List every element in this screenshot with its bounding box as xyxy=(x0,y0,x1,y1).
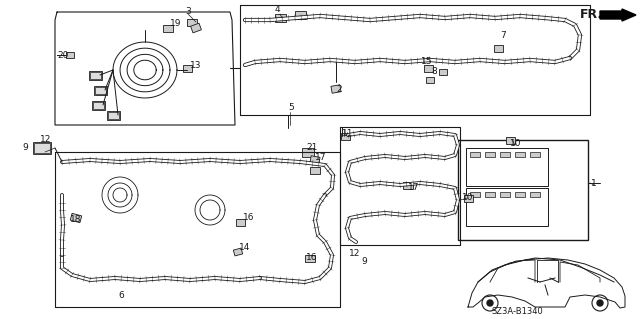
Text: 9: 9 xyxy=(22,144,28,152)
Text: SZ3A-B1340: SZ3A-B1340 xyxy=(492,308,544,316)
Bar xyxy=(108,112,118,118)
Bar xyxy=(470,152,480,157)
Bar xyxy=(187,19,197,26)
Text: 11: 11 xyxy=(342,130,353,138)
Text: 13: 13 xyxy=(190,62,202,70)
Bar xyxy=(500,152,510,157)
Bar xyxy=(234,248,243,256)
Text: 1: 1 xyxy=(591,179,596,188)
Bar xyxy=(463,195,472,202)
Text: 16: 16 xyxy=(306,254,317,263)
Text: 12: 12 xyxy=(40,136,51,145)
Bar xyxy=(90,71,100,78)
Bar xyxy=(530,192,540,197)
Bar xyxy=(310,167,320,174)
Text: 3: 3 xyxy=(185,8,191,17)
Circle shape xyxy=(487,300,493,306)
Text: 15: 15 xyxy=(421,57,433,66)
Bar xyxy=(33,142,51,154)
Bar xyxy=(530,152,540,157)
Bar xyxy=(88,70,102,79)
Bar xyxy=(66,52,74,58)
Text: 19: 19 xyxy=(170,19,182,27)
Bar xyxy=(70,213,82,223)
Bar xyxy=(470,192,480,197)
Text: 9: 9 xyxy=(361,257,367,266)
Bar xyxy=(191,23,202,33)
Text: 21: 21 xyxy=(306,144,317,152)
Bar xyxy=(331,85,341,93)
Text: 17: 17 xyxy=(315,153,326,162)
Text: 10: 10 xyxy=(510,138,522,147)
Text: 16: 16 xyxy=(243,213,255,222)
Bar xyxy=(466,188,548,226)
Bar xyxy=(500,192,510,197)
Text: 10: 10 xyxy=(462,194,474,203)
Bar xyxy=(294,11,305,19)
Bar xyxy=(485,152,495,157)
Bar xyxy=(93,101,104,108)
Bar xyxy=(506,137,515,144)
Bar xyxy=(439,69,447,75)
Bar xyxy=(515,152,525,157)
Bar xyxy=(236,219,244,226)
Bar xyxy=(403,182,413,189)
Bar xyxy=(93,85,106,94)
Bar xyxy=(163,25,173,32)
Bar xyxy=(493,44,502,51)
Text: 7: 7 xyxy=(500,31,506,40)
Bar xyxy=(515,192,525,197)
Bar xyxy=(424,64,433,71)
Bar xyxy=(95,86,106,93)
Text: 17: 17 xyxy=(408,183,419,192)
Bar xyxy=(92,100,104,109)
Text: 18: 18 xyxy=(70,216,81,225)
Bar xyxy=(458,140,588,240)
Bar xyxy=(485,192,495,197)
Circle shape xyxy=(597,300,603,306)
Bar xyxy=(302,147,314,157)
Bar xyxy=(305,255,315,262)
Bar xyxy=(310,156,320,164)
Polygon shape xyxy=(468,258,625,308)
FancyArrow shape xyxy=(600,9,636,21)
Text: 4: 4 xyxy=(275,5,280,14)
Bar xyxy=(182,64,191,71)
Bar xyxy=(340,132,349,139)
Bar xyxy=(34,143,50,153)
Text: FR.: FR. xyxy=(580,9,603,21)
Bar xyxy=(106,110,120,120)
Text: 5: 5 xyxy=(288,103,294,113)
Bar xyxy=(426,77,434,83)
Bar xyxy=(466,148,548,186)
Text: 8: 8 xyxy=(431,68,436,77)
Text: 2: 2 xyxy=(336,85,342,93)
Text: 14: 14 xyxy=(239,243,250,253)
Text: 6: 6 xyxy=(118,292,124,300)
Text: 12: 12 xyxy=(349,249,360,257)
Bar xyxy=(275,14,285,22)
Text: 20: 20 xyxy=(57,51,68,61)
